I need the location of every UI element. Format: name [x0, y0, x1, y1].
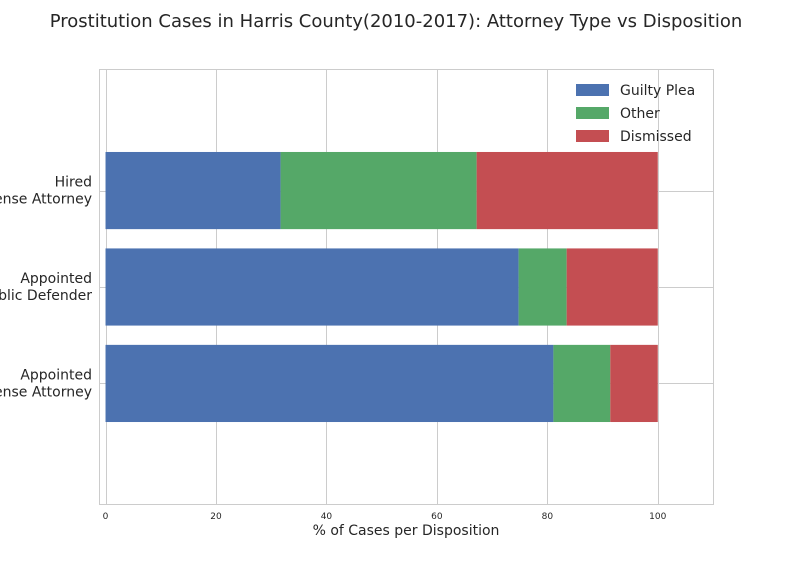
x-tick-label: 40 — [321, 512, 333, 522]
y-tick-label: Hired — [55, 175, 92, 191]
bar-segment-other — [553, 344, 611, 423]
x-axis-label: % of Cases per Disposition — [313, 523, 500, 539]
x-tick-label: 60 — [431, 512, 443, 522]
legend-label: Dismissed — [620, 129, 692, 145]
bar-segment-other — [518, 248, 567, 326]
plot-frame — [99, 69, 714, 505]
x-tick-label: 100 — [649, 512, 666, 522]
x-tick-label: 0 — [103, 512, 109, 522]
bar-segment-guilty-plea — [105, 344, 554, 423]
y-tick-label: Appointed — [20, 271, 92, 287]
legend-label: Guilty Plea — [620, 83, 695, 99]
chart-title: Prostitution Cases in Harris County(2010… — [50, 11, 743, 32]
x-tick-label: 20 — [210, 512, 222, 522]
bar-segment-guilty-plea — [105, 151, 281, 230]
y-tick-label: Defense Attorney — [0, 192, 92, 208]
x-tick-label: 80 — [542, 512, 554, 522]
legend-swatch — [576, 130, 609, 142]
legend: Guilty Plea Other Dismissed — [576, 83, 695, 145]
y-tick-label: Defense Attorney — [0, 384, 92, 400]
bars-layer — [105, 151, 658, 423]
bar-segment-dismissed — [476, 151, 658, 230]
legend-label: Other — [620, 106, 660, 122]
y-tick-label: Appointed — [20, 367, 92, 383]
bar-segment-dismissed — [610, 344, 658, 423]
legend-swatch — [576, 107, 609, 119]
bar-segment-dismissed — [566, 248, 658, 326]
x-tick-labels: 0 20 40 60 80 100 — [103, 512, 667, 522]
legend-swatch — [576, 84, 609, 96]
bar-segment-other — [280, 151, 477, 230]
y-tick-labels: AppointedDefense AttorneyAppointedPublic… — [0, 175, 92, 401]
bar-segment-guilty-plea — [105, 248, 519, 326]
y-tick-label: Public Defender — [0, 288, 92, 304]
